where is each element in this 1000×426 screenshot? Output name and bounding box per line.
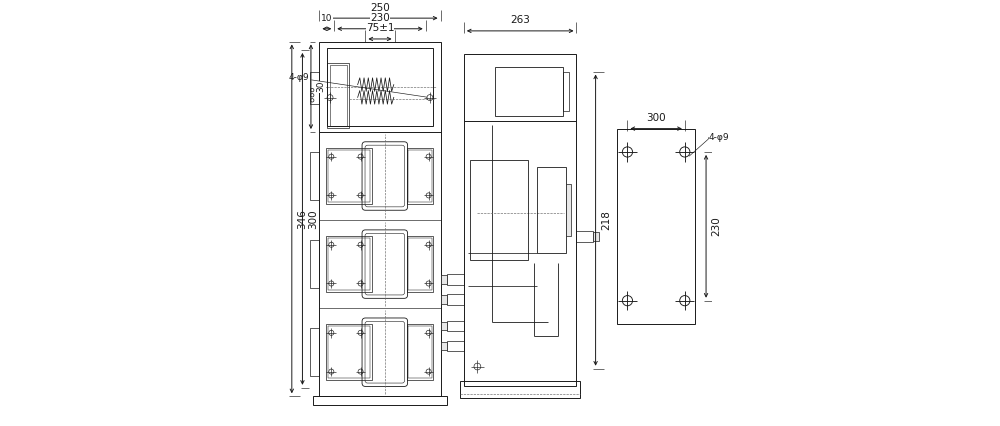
Text: 346: 346	[297, 209, 307, 229]
Bar	[576, 231, 593, 242]
Bar	[407, 324, 433, 380]
Bar	[407, 148, 433, 204]
Bar	[327, 48, 433, 126]
Bar	[407, 236, 433, 292]
Bar	[447, 341, 464, 351]
Text: 300: 300	[646, 113, 666, 123]
Bar	[441, 295, 447, 304]
Bar	[537, 167, 566, 253]
Text: 263: 263	[510, 15, 530, 26]
Bar	[464, 54, 576, 386]
Bar	[495, 66, 563, 116]
Text: 4-φ9: 4-φ9	[709, 132, 730, 141]
Bar	[441, 322, 447, 330]
Text: 230: 230	[712, 216, 722, 236]
Text: 4-φ9: 4-φ9	[289, 73, 309, 82]
Bar	[313, 396, 447, 405]
Bar	[310, 152, 319, 200]
Text: 218: 218	[601, 210, 611, 230]
Text: 230: 230	[370, 13, 390, 23]
Bar	[617, 129, 695, 324]
Bar	[319, 41, 441, 396]
Bar	[328, 326, 370, 378]
Bar	[408, 326, 432, 378]
Bar	[563, 72, 569, 111]
Bar	[328, 238, 370, 290]
Bar	[447, 274, 464, 285]
Text: 300: 300	[308, 209, 318, 229]
Text: 30: 30	[316, 81, 325, 92]
Bar	[447, 321, 464, 331]
Bar	[447, 294, 464, 305]
Bar	[408, 238, 432, 290]
Bar	[326, 148, 372, 204]
Bar	[408, 150, 432, 202]
Bar	[470, 160, 528, 260]
Bar	[326, 324, 372, 380]
Bar	[460, 381, 580, 398]
Bar	[310, 328, 319, 377]
Bar	[310, 240, 319, 288]
Text: 10: 10	[321, 14, 333, 23]
Bar	[310, 72, 319, 104]
Bar	[593, 232, 599, 241]
Bar	[441, 342, 447, 350]
Bar	[441, 275, 447, 284]
Text: 250: 250	[370, 3, 390, 13]
Bar	[326, 236, 372, 292]
Bar	[330, 65, 347, 126]
Bar	[327, 63, 349, 128]
Text: 75±1: 75±1	[366, 23, 394, 33]
Bar	[328, 150, 370, 202]
Bar	[566, 184, 571, 236]
